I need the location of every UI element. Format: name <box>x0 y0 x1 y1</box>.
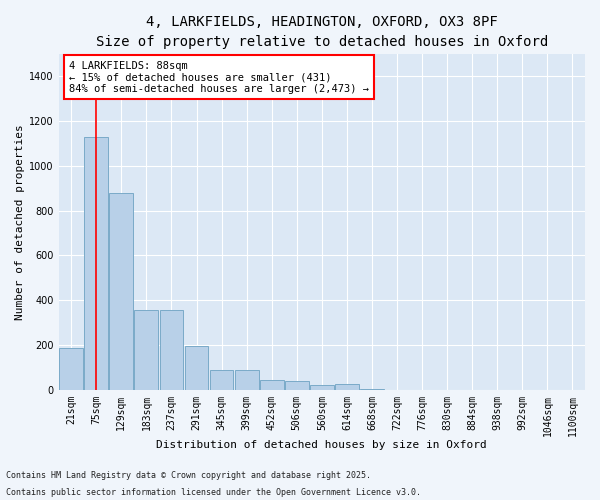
Y-axis label: Number of detached properties: Number of detached properties <box>15 124 25 320</box>
Text: Contains HM Land Registry data © Crown copyright and database right 2025.: Contains HM Land Registry data © Crown c… <box>6 470 371 480</box>
Bar <box>285 381 308 390</box>
Bar <box>85 136 108 390</box>
Bar <box>260 380 284 390</box>
Bar <box>160 310 184 390</box>
Text: 4 LARKFIELDS: 88sqm
← 15% of detached houses are smaller (431)
84% of semi-detac: 4 LARKFIELDS: 88sqm ← 15% of detached ho… <box>69 60 369 94</box>
Bar <box>185 346 208 390</box>
Bar <box>209 370 233 390</box>
Bar <box>134 310 158 390</box>
Bar <box>335 384 359 390</box>
Bar <box>59 348 83 390</box>
X-axis label: Distribution of detached houses by size in Oxford: Distribution of detached houses by size … <box>157 440 487 450</box>
Bar <box>109 192 133 390</box>
Title: 4, LARKFIELDS, HEADINGTON, OXFORD, OX3 8PF
Size of property relative to detached: 4, LARKFIELDS, HEADINGTON, OXFORD, OX3 8… <box>96 15 548 48</box>
Bar <box>310 386 334 390</box>
Bar <box>360 388 384 390</box>
Bar <box>235 370 259 390</box>
Text: Contains public sector information licensed under the Open Government Licence v3: Contains public sector information licen… <box>6 488 421 497</box>
